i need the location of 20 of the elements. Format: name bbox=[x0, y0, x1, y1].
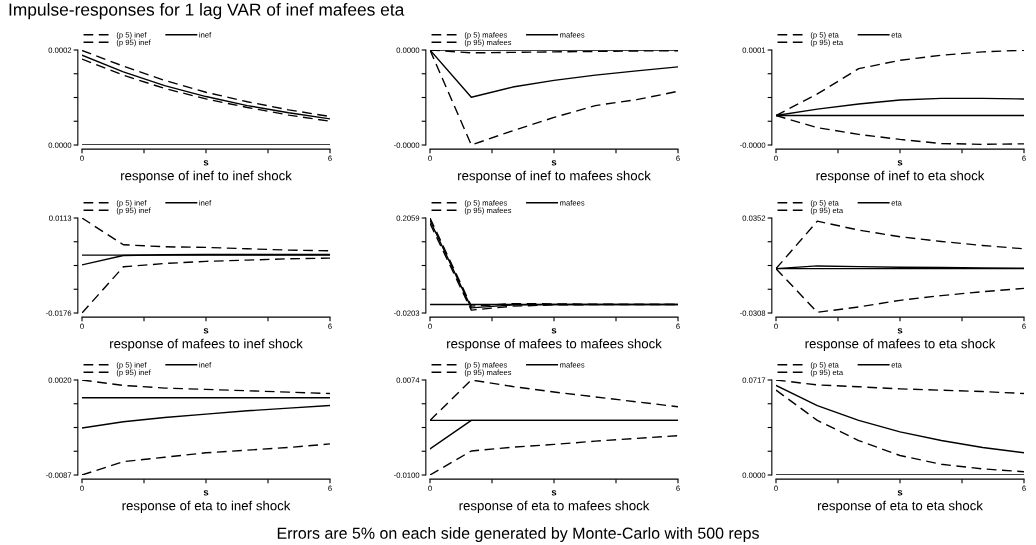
x-axis-title: s bbox=[551, 490, 557, 496]
text: Impulse-responses for 1 lag VAR of inef mafees eta bbox=[9, 3, 405, 20]
text: response of inef to mafees shock bbox=[458, 170, 651, 183]
text: response of inef to eta shock bbox=[816, 170, 985, 183]
text: response of eta to mafees shock bbox=[459, 500, 650, 513]
x-axis-title: s bbox=[551, 160, 557, 166]
x-axis-title: s bbox=[203, 490, 209, 496]
x-axis-title: s bbox=[551, 328, 557, 334]
text: response of mafees to eta shock bbox=[805, 338, 996, 351]
x-axis-title: s bbox=[203, 160, 209, 166]
text: response of inef to inef shock bbox=[121, 170, 292, 183]
text: Errors are 5% on each side generated by Monte-Carlo with 500 reps bbox=[277, 527, 759, 542]
x-axis-title: s bbox=[203, 328, 209, 334]
x-axis-title: s bbox=[897, 160, 903, 166]
text: response of eta to eta shock bbox=[818, 500, 983, 513]
text: response of mafees to inef shock bbox=[110, 338, 303, 351]
x-axis-title: s bbox=[897, 490, 903, 496]
text: response of eta to inef shock bbox=[122, 500, 291, 513]
x-axis-title: s bbox=[897, 328, 903, 334]
text: response of mafees to mafees shock bbox=[447, 338, 662, 351]
